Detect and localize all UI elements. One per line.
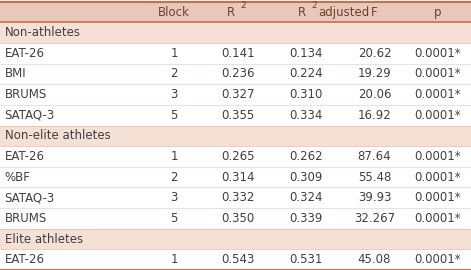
Text: 1: 1 [171,47,178,60]
Text: Block: Block [158,5,190,19]
Text: 1: 1 [171,150,178,163]
Text: 3: 3 [171,191,178,204]
Text: 2: 2 [171,68,178,80]
Text: 1: 1 [171,253,178,266]
Text: EAT-26: EAT-26 [5,47,45,60]
Bar [0,64,471,84]
Text: 5: 5 [171,109,178,122]
Text: EAT-26: EAT-26 [5,253,45,266]
Text: %BF: %BF [5,171,31,184]
Bar [0,167,471,187]
Text: p: p [434,5,442,19]
Bar [0,146,471,167]
Text: R: R [227,5,236,19]
Bar [0,105,471,126]
Text: 0.543: 0.543 [221,253,254,266]
Text: 0.334: 0.334 [290,109,323,122]
Bar [0,126,471,146]
Text: 0.531: 0.531 [290,253,323,266]
Text: 2: 2 [240,1,246,10]
Bar [0,187,471,208]
Text: 87.64: 87.64 [357,150,391,163]
Text: SATAQ-3: SATAQ-3 [5,109,55,122]
Text: 0.314: 0.314 [221,171,255,184]
Text: 0.265: 0.265 [221,150,255,163]
Text: R: R [297,5,306,19]
Text: 16.92: 16.92 [357,109,391,122]
Text: 39.93: 39.93 [357,191,391,204]
Text: 0.327: 0.327 [221,88,255,101]
Text: 0.324: 0.324 [289,191,323,204]
Text: Non-athletes: Non-athletes [5,26,81,39]
Text: BRUMS: BRUMS [5,212,47,225]
Text: 20.06: 20.06 [357,88,391,101]
Text: 0.134: 0.134 [289,47,323,60]
Text: 0.262: 0.262 [289,150,323,163]
Text: 45.08: 45.08 [358,253,391,266]
Text: 0.224: 0.224 [289,68,323,80]
Text: 0.355: 0.355 [221,109,254,122]
Text: 20.62: 20.62 [357,47,391,60]
Text: 55.48: 55.48 [358,171,391,184]
Text: BMI: BMI [5,68,26,80]
Text: 0.332: 0.332 [221,191,254,204]
Text: 5: 5 [171,212,178,225]
Text: SATAQ-3: SATAQ-3 [5,191,55,204]
Text: 0.0001*: 0.0001* [415,47,461,60]
Text: 0.310: 0.310 [290,88,323,101]
Text: Elite athletes: Elite athletes [5,232,83,245]
Bar [0,208,471,229]
Text: EAT-26: EAT-26 [5,150,45,163]
Bar [0,229,471,249]
Text: 32.267: 32.267 [354,212,395,225]
Text: 0.0001*: 0.0001* [415,109,461,122]
Text: 0.236: 0.236 [221,68,255,80]
Bar [0,43,471,64]
Text: 0.0001*: 0.0001* [415,88,461,101]
Text: 2: 2 [312,1,317,10]
Text: 0.0001*: 0.0001* [415,253,461,266]
Bar [0,2,471,22]
Text: 0.0001*: 0.0001* [415,171,461,184]
Text: 0.0001*: 0.0001* [415,212,461,225]
Bar [0,249,471,270]
Text: Non-elite athletes: Non-elite athletes [5,129,111,142]
Text: 19.29: 19.29 [357,68,391,80]
Text: BRUMS: BRUMS [5,88,47,101]
Text: 0.0001*: 0.0001* [415,191,461,204]
Text: 0.339: 0.339 [290,212,323,225]
Text: 0.0001*: 0.0001* [415,68,461,80]
Bar [0,22,471,43]
Text: 0.0001*: 0.0001* [415,150,461,163]
Text: adjusted: adjusted [318,5,369,19]
Text: 3: 3 [171,88,178,101]
Text: 0.350: 0.350 [221,212,254,225]
Bar [0,84,471,105]
Text: F: F [371,5,378,19]
Text: 2: 2 [171,171,178,184]
Text: 0.309: 0.309 [290,171,323,184]
Text: 0.141: 0.141 [221,47,255,60]
